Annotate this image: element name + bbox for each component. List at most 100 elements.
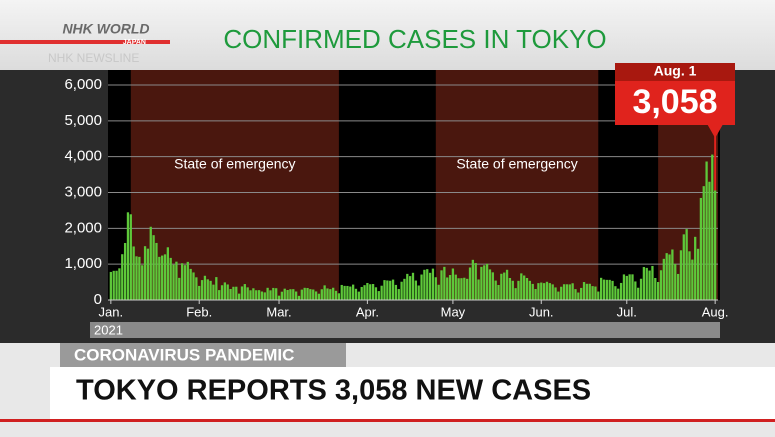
bar: [152, 235, 155, 300]
bar: [189, 268, 192, 300]
bar: [688, 251, 691, 300]
bar: [132, 246, 135, 300]
bar: [292, 289, 295, 300]
bar: [343, 285, 346, 300]
period-label: State of emergency: [456, 156, 577, 172]
y-tick-label: 0: [94, 291, 102, 308]
bar: [485, 263, 489, 300]
bar: [511, 280, 514, 300]
bar: [323, 285, 326, 300]
bar: [252, 288, 255, 300]
y-tick-label: 6,000: [64, 76, 102, 93]
bar: [363, 285, 366, 300]
bar: [414, 280, 417, 300]
y-tick-label: 5,000: [64, 112, 102, 129]
bar: [554, 287, 557, 300]
tag-box: [60, 343, 346, 367]
bar: [166, 247, 169, 300]
bar: [403, 278, 406, 300]
bar: [534, 288, 537, 300]
logo-stripe: [0, 40, 170, 44]
axis-layer: 0 1,000 2,000 3,000 4,000 5,000 6,000 Jan. Feb. M…: [64, 76, 728, 319]
bar: [497, 284, 500, 300]
bar: [608, 279, 611, 300]
bar: [500, 273, 503, 300]
bar: [158, 256, 161, 300]
bar: [711, 154, 714, 300]
bar: [682, 234, 685, 300]
bar: [366, 282, 369, 300]
bar: [394, 284, 398, 300]
bar: [605, 279, 608, 300]
bar: [149, 226, 152, 300]
bar: [112, 270, 115, 300]
bar: [371, 284, 375, 300]
bar: [180, 263, 184, 300]
bar: [477, 279, 480, 300]
bar: [294, 291, 298, 300]
x-axis-label: 2021: [94, 322, 123, 337]
bar: [178, 277, 181, 300]
bar: [557, 291, 560, 300]
bar: [446, 277, 449, 300]
bar: [146, 248, 150, 300]
bar: [517, 280, 520, 300]
bar: [708, 181, 711, 300]
bar: [280, 291, 284, 300]
bar: [625, 275, 628, 300]
bar: [357, 291, 360, 300]
bar: [659, 270, 663, 300]
bar: [696, 248, 700, 300]
bar: [434, 277, 437, 300]
bar: [437, 284, 440, 300]
bar: [691, 259, 694, 300]
bar: [203, 275, 207, 300]
bar: [443, 266, 446, 300]
bar: [389, 280, 392, 300]
bar: [611, 280, 614, 300]
bottom-rule: [0, 419, 775, 422]
bar: [454, 274, 457, 300]
bar: [183, 265, 187, 300]
y-tick-label: 4,000: [64, 148, 102, 165]
bar: [602, 279, 606, 300]
x-tick-label: Apr.: [356, 304, 379, 319]
x-tick-label: Aug.: [702, 304, 729, 319]
bar: [614, 286, 617, 300]
bar: [491, 272, 494, 300]
bar: [471, 259, 474, 300]
bar: [198, 285, 201, 300]
bar: [161, 255, 164, 300]
bar: [648, 270, 651, 300]
bar: [568, 284, 571, 300]
bar: [277, 295, 281, 300]
bar: [354, 288, 358, 300]
bar: [121, 254, 124, 300]
bar: [349, 286, 352, 300]
bar: [409, 276, 412, 300]
program-name: NHK NEWSLINE: [48, 51, 139, 65]
bar: [411, 272, 415, 300]
bar: [206, 279, 209, 300]
bar: [240, 286, 244, 300]
bar: [668, 254, 671, 300]
bar: [631, 274, 634, 300]
bar: [186, 261, 189, 300]
bar: [637, 287, 640, 300]
bar: [257, 290, 261, 300]
bar: [417, 285, 420, 300]
bar: [523, 275, 526, 300]
bar: [212, 284, 215, 300]
callout-header: [615, 63, 735, 81]
bar: [314, 291, 318, 300]
bar: [671, 249, 674, 300]
bar: [580, 287, 583, 300]
bar: [275, 288, 278, 300]
bar: [537, 283, 540, 300]
y-tick-label: 2,000: [64, 219, 102, 236]
bar: [525, 277, 529, 300]
bar: [591, 286, 594, 300]
year-strip: [90, 322, 720, 338]
bar: [574, 289, 577, 300]
